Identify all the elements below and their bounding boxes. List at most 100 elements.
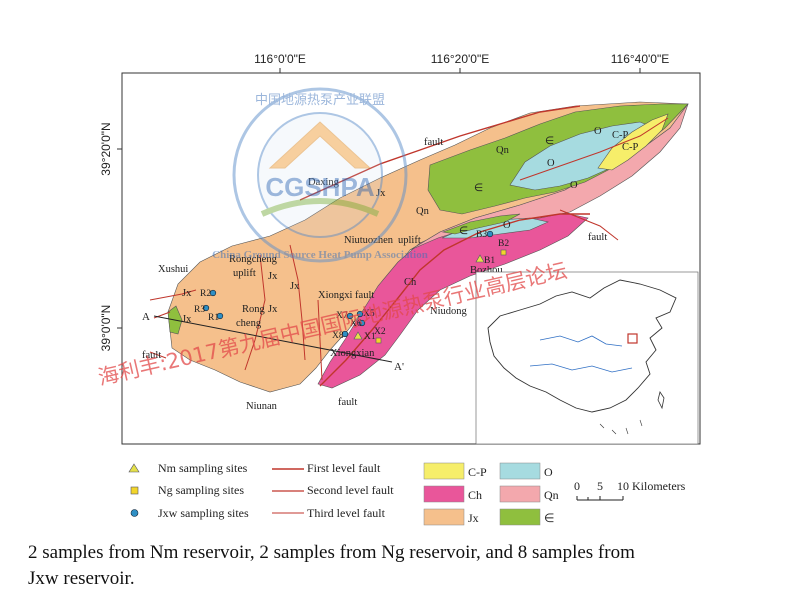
geologic-units — [167, 101, 689, 393]
legend-o-swatch — [499, 462, 541, 480]
legend-qn-swatch — [499, 485, 541, 503]
jxw-site-marker — [202, 304, 210, 312]
label-cp-1: C-P — [612, 130, 629, 141]
legend-nm-label: Nm sampling sites — [158, 461, 248, 475]
site-label-x5: X5 — [363, 309, 375, 319]
jxw-site-marker — [341, 330, 349, 338]
label-o-4: O — [503, 220, 511, 231]
caption-line-1: 2 samples from Nm reservoir, 2 samples f… — [28, 542, 635, 563]
map-legend: Nm sampling sites Ng sampling sites Jxw … — [128, 461, 686, 526]
jxw-site-marker — [216, 312, 224, 320]
jxw-site-marker — [356, 310, 364, 318]
site-label-b3: B3 — [476, 230, 487, 240]
jxw-site-marker — [209, 289, 217, 297]
label-rong: Rong — [242, 304, 266, 315]
label-cambrian-3: ∈ — [459, 226, 468, 237]
label-jx-a: Jx — [268, 271, 278, 282]
label-jx-c: Jx — [182, 288, 192, 299]
yangtze-river — [529, 363, 633, 373]
watermark-logo-text: CGSHPA — [265, 172, 375, 202]
ng-site-marker — [500, 249, 507, 256]
watermark-ring-chinese: 中国地源热泵产业联盟 — [255, 93, 385, 108]
yellow-river — [539, 335, 623, 347]
label-jx-upper: Jx — [376, 188, 386, 199]
label-qn-upper: Qn — [496, 145, 510, 156]
label-o-3: O — [570, 180, 578, 191]
label-fault-right: fault — [588, 232, 607, 243]
nm-site-marker — [475, 254, 485, 263]
legend-ch-swatch — [423, 485, 465, 503]
unit-cambrian-lens — [441, 213, 521, 235]
label-xiongxi-fault: Xiongxi fault — [318, 290, 374, 301]
site-label-x6: X6 — [350, 319, 362, 329]
site-label-x7: X7 — [336, 311, 348, 321]
section-end-a: A — [142, 311, 150, 323]
scale-tick-5: 5 — [597, 479, 603, 493]
legend-cp-swatch — [423, 462, 465, 480]
site-label-r2: R2 — [200, 289, 211, 299]
scale-tick-0: 0 — [574, 479, 580, 493]
scale-unit: Kilometers — [632, 479, 686, 493]
legend-ng-label: Ng sampling sites — [158, 483, 244, 497]
label-xushui: Xushui — [158, 264, 188, 275]
nm-site-marker — [353, 331, 363, 340]
jxw-site-marker — [486, 230, 494, 238]
lon-label-116-20: 116°20'0"E — [431, 52, 490, 66]
legend-cp-label: C-P — [468, 465, 487, 479]
third-level-fault-c — [244, 254, 266, 371]
legend-nm-icon — [128, 463, 140, 473]
label-cp-2: C-P — [622, 142, 639, 153]
label-xiongxian: Xiongxian — [330, 348, 375, 359]
first-level-fault — [319, 213, 590, 387]
site-label-x2: X2 — [374, 327, 386, 337]
label-uplift-rongcheng: uplift — [233, 268, 256, 279]
label-qn-middle: Qn — [416, 206, 430, 217]
taiwan-outline — [657, 391, 665, 410]
lon-label-116-40: 116°40'0"E — [611, 52, 670, 66]
jxw-site-marker — [346, 312, 354, 320]
legend-jx-label: Jx — [468, 511, 479, 525]
label-cambrian-2: ∈ — [474, 183, 483, 194]
legend-cambrian-label: ∈ — [544, 511, 554, 525]
label-daxing: Daxing — [308, 177, 340, 188]
site-label-r3: R3 — [194, 305, 205, 315]
study-area-marker — [627, 333, 638, 344]
unit-cp — [597, 113, 669, 171]
label-bozhou: Bozhou — [470, 265, 503, 276]
label-ch: Ch — [404, 277, 417, 288]
site-label-x1: X1 — [364, 332, 376, 342]
legend-o-label: O — [544, 465, 553, 479]
site-label-b1: B1 — [484, 256, 495, 266]
scale-tick-10: 10 — [617, 479, 629, 493]
watermark-ring-english: China Ground Source Heat Pump Associatio… — [212, 249, 428, 261]
label-niutuozhen: Niutuozhen — [344, 235, 394, 246]
south-sea-islands — [599, 419, 643, 435]
lat-label-39-00: 39°0'0"N — [99, 305, 113, 352]
china-inset-map — [475, 271, 699, 445]
third-level-fault-f — [519, 117, 669, 181]
label-jx-d: Jx — [268, 304, 278, 315]
legend-fault1-label: First level fault — [307, 461, 381, 475]
third-level-fault-g — [559, 209, 619, 241]
third-level-fault-a — [289, 244, 306, 361]
label-niunan: Niunan — [246, 401, 278, 412]
label-o-1: O — [594, 126, 602, 137]
label-fault-top: fault — [424, 137, 443, 148]
legend-fault2-label: Second level fault — [307, 483, 394, 497]
third-level-fault-h — [149, 351, 167, 359]
label-cheng: cheng — [236, 318, 262, 329]
label-jx-b: Jx — [290, 281, 300, 292]
label-uplift-niutuozhen: uplift — [398, 235, 421, 246]
site-label-r1: R1 — [208, 313, 219, 323]
legend-qn-label: Qn — [544, 488, 559, 502]
ng-site-marker — [375, 337, 382, 344]
section-end-a-prime: A' — [394, 361, 404, 373]
label-fault-left: fault — [142, 350, 161, 361]
unit-ch — [317, 211, 589, 389]
faults — [149, 105, 669, 387]
legend-ch-label: Ch — [468, 488, 482, 502]
label-niudong: Niudong — [430, 306, 468, 317]
lon-label-116-00: 116°0'0"E — [254, 52, 306, 66]
label-fault-bottom: fault — [338, 397, 357, 408]
